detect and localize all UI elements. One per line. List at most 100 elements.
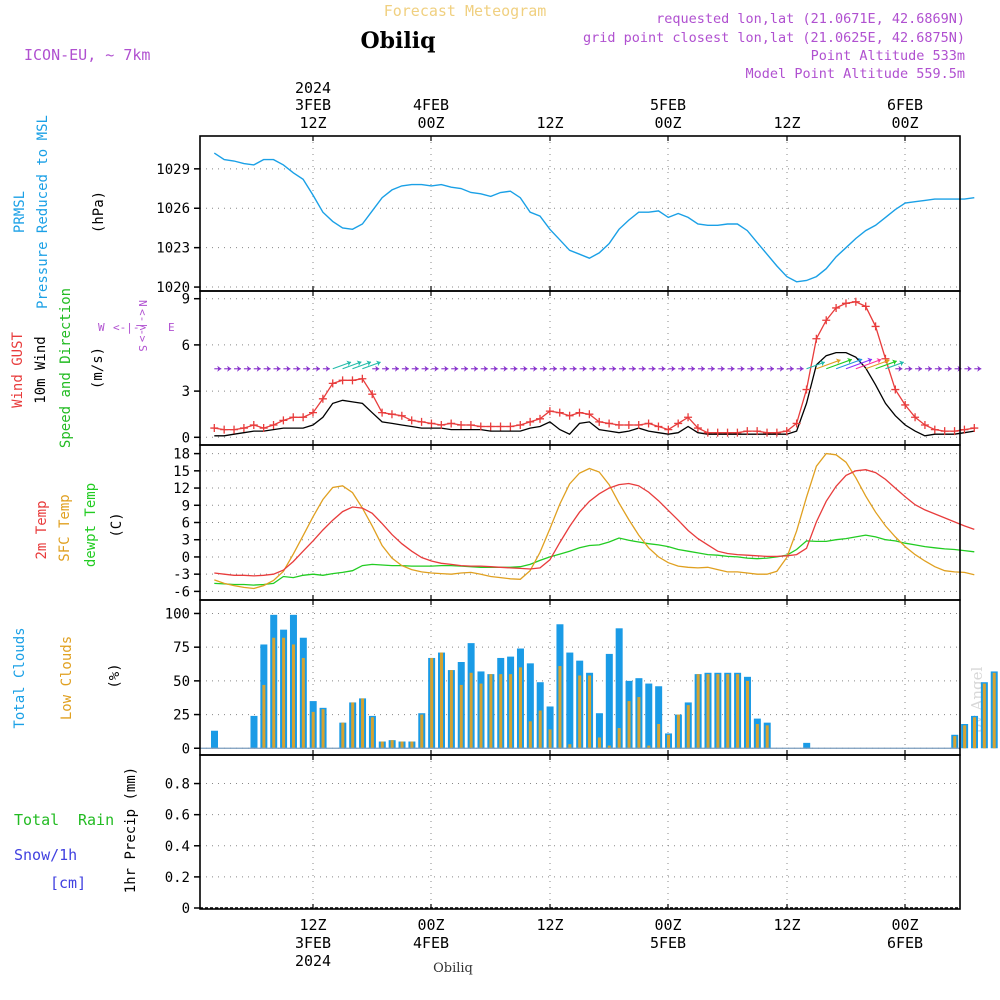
- wind-arrowhead: [493, 365, 498, 372]
- low-cloud-bar: [755, 724, 759, 749]
- gust-point: [644, 419, 653, 428]
- low-cloud-bar: [716, 674, 720, 749]
- gust-point: [299, 413, 308, 422]
- y-tick-label: 1029: [156, 162, 190, 178]
- wind-gust-label: Wind GUST: [10, 332, 26, 408]
- low-cloud-bar: [380, 741, 384, 749]
- gust-point: [822, 316, 831, 325]
- wind-arrowhead: [835, 358, 841, 365]
- gust-point: [595, 417, 604, 426]
- low-clouds-label: Low Clouds: [59, 636, 75, 720]
- panel-frame: [199, 290, 961, 446]
- top-time-label: 5FEB 00Z: [650, 96, 686, 132]
- cloud-panel: 0 25 50 75 100: [165, 599, 998, 757]
- wind-arrow: [352, 361, 372, 370]
- gust-point: [496, 422, 505, 431]
- pressure-labels: PRMSL Pressure Reduced to MSL (hPa): [12, 115, 107, 309]
- svg-text:5FEB: 5FEB: [650, 934, 686, 952]
- wind-arrowhead: [740, 365, 745, 372]
- gust-point: [693, 424, 702, 433]
- wind-arrowhead: [641, 365, 646, 372]
- precip-unit: 1hr Precip (mm): [123, 767, 139, 893]
- low-cloud-bar: [548, 729, 552, 749]
- cloud-labels: Total Clouds Low Clouds (%) by Angel: [12, 627, 986, 733]
- y-tick-label: 6: [182, 516, 190, 532]
- svg-text:4FEB: 4FEB: [413, 96, 449, 114]
- gust-point: [526, 417, 535, 426]
- wind-arrowhead: [592, 365, 597, 372]
- low-cloud-bar: [272, 637, 276, 749]
- low-cloud-bar: [400, 741, 404, 749]
- low-cloud-bar: [499, 674, 503, 749]
- total-cloud-bar: [615, 628, 623, 749]
- low-cloud-bar: [351, 702, 355, 749]
- series-prmsl: [213, 152, 975, 283]
- gust-point: [664, 425, 673, 434]
- wind-arrowhead: [444, 365, 449, 372]
- wind-arrow: [342, 361, 362, 370]
- low-cloud-bar: [726, 674, 730, 749]
- station-name: Obiliq: [360, 28, 435, 54]
- bottom-time-label: 12Z 3FEB 2024: [295, 916, 331, 970]
- precip-total-label: Total: [14, 811, 59, 829]
- gust-point: [891, 385, 900, 394]
- wind-arrowhead: [473, 365, 478, 372]
- precip-labels: Total Rain Snow/1h [cm] 1hr Precip (mm): [14, 767, 139, 893]
- wind-arrowhead: [325, 365, 330, 372]
- svg-text:12Z: 12Z: [536, 916, 563, 934]
- gust-point: [565, 411, 574, 420]
- wind-arrowhead: [602, 365, 607, 372]
- total-cloud-bar: [211, 730, 218, 749]
- wind-arrowhead: [562, 365, 567, 372]
- total-cloud-bar: [645, 683, 653, 749]
- svg-text:5FEB: 5FEB: [650, 96, 686, 114]
- gust-point: [476, 422, 485, 431]
- temp-dew-label: dewpt Temp: [83, 483, 99, 567]
- low-cloud-bar: [509, 674, 513, 749]
- low-cloud-bar: [765, 725, 769, 749]
- low-cloud-bar: [538, 710, 542, 749]
- wind-arrowhead: [366, 360, 372, 367]
- wind-arrowhead: [720, 365, 725, 372]
- bottom-time-label: 12Z: [773, 916, 800, 934]
- svg-text:12Z: 12Z: [773, 114, 800, 132]
- wind-arrowhead: [876, 358, 882, 364]
- gust-point: [605, 419, 614, 428]
- gust-point: [940, 427, 949, 436]
- gust-point: [772, 428, 781, 437]
- bottom-time-label: 00Z 6FEB: [887, 916, 923, 952]
- chart-title: Forecast Meteogram: [384, 2, 547, 20]
- wind-arrowhead: [710, 365, 715, 372]
- wind-arrowhead: [884, 358, 890, 365]
- wind-unit: (m/s): [90, 347, 106, 389]
- wind-arrow: [885, 361, 904, 370]
- svg-text:4FEB: 4FEB: [413, 934, 449, 952]
- series-dewpt: [214, 534, 975, 586]
- low-cloud-bar: [578, 675, 582, 749]
- top-time-axis: 2024 3FEB 12Z 4FEB 00Z 12Z 5FEB 00Z 12Z …: [295, 79, 923, 132]
- svg-text:00Z: 00Z: [654, 916, 681, 934]
- top-time-label: 4FEB 00Z: [413, 96, 449, 132]
- gust-point: [358, 374, 367, 383]
- temp-unit: (C): [109, 512, 125, 537]
- gust-point: [486, 422, 495, 431]
- gust-point: [249, 420, 258, 429]
- low-cloud-bar: [282, 637, 286, 749]
- wind-arrowhead: [266, 365, 271, 372]
- low-cloud-bar: [972, 717, 976, 749]
- y-tick-label: 50: [173, 674, 190, 690]
- gust-point: [555, 408, 564, 417]
- low-cloud-bar: [469, 672, 473, 749]
- cloud-unit: (%): [107, 663, 123, 688]
- gust-point: [545, 407, 554, 416]
- gust-point: [703, 428, 712, 437]
- wind-arrowhead: [306, 365, 311, 372]
- total-cloud-bar: [566, 652, 574, 749]
- gust-point: [220, 425, 229, 434]
- gust-point: [457, 420, 466, 429]
- low-cloud-bar: [430, 657, 434, 749]
- wind-arrowhead: [424, 365, 429, 372]
- gust-point: [427, 419, 436, 428]
- gust-point: [841, 299, 850, 308]
- wind-arrowhead: [227, 365, 232, 372]
